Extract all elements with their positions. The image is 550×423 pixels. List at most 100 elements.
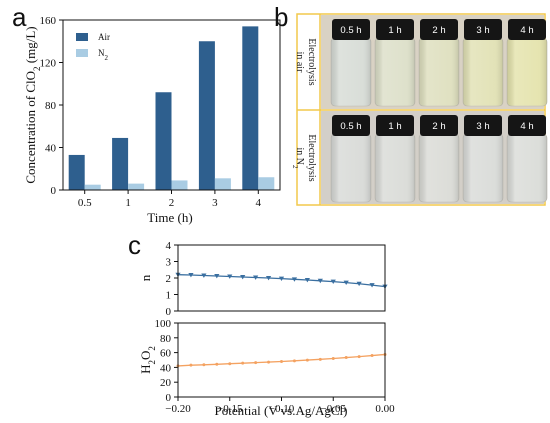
photo-row-label-air: Electrolysisin air — [294, 38, 317, 85]
data-point — [343, 280, 349, 286]
panel-c-bottom-frame — [177, 322, 386, 398]
panel-a-y-tick-label: 40 — [45, 143, 57, 155]
legend-label-n2: N2 — [98, 48, 109, 62]
data-point — [188, 273, 194, 278]
panel-c-bottom-x-ticks: −0.20 −0.15 −0.10 −0.05 0.00 — [165, 397, 395, 415]
y-tick-label: 100 — [155, 318, 172, 330]
panel-c-top-y-ticks: 0 1 2 3 4 — [166, 240, 178, 318]
bottle-cap-label: 3 h — [476, 121, 489, 132]
data-point — [253, 275, 259, 280]
bottle-cap — [464, 115, 502, 136]
bar-air-2 — [155, 92, 172, 190]
data-point — [240, 275, 246, 280]
panel-a-y-tick-label: 120 — [40, 58, 57, 70]
bottle-cap — [376, 115, 414, 136]
panel-a-y-ticks: 0 40 80 120 160 — [40, 15, 63, 197]
data-point — [317, 278, 323, 284]
panel-c-top-series — [175, 272, 388, 289]
panel-a-plot-frame — [62, 19, 281, 191]
legend-label-air: Air — [98, 32, 110, 42]
data-point — [201, 273, 207, 278]
panel-c-bottom-y-ticks: 0 20 40 60 80 100 — [155, 318, 178, 404]
panel-a-x-tick-label: 0.5 — [78, 197, 92, 209]
data-point — [318, 357, 322, 361]
bar-n2-1 — [128, 183, 145, 190]
data-point — [227, 274, 233, 279]
bottle-cap-label: 1 h — [388, 25, 401, 36]
bottle-cap-label: 0.5 h — [340, 25, 361, 36]
panel-a-bar-chart: a 0 40 80 120 160 0.5 1 2 3 4 Time (h) Concentra… — [12, 2, 281, 225]
panel-a-x-ticks: 0.5 1 2 3 4 — [78, 190, 262, 209]
bottle-glass-shade — [419, 38, 459, 106]
bottle-cap-label: 4 h — [520, 25, 533, 36]
panel-label-b: b — [274, 2, 288, 32]
data-point — [214, 274, 220, 279]
x-tick-label: −0.05 — [321, 403, 347, 415]
photo-bottles: 0.5 h 1 h 2 h 3 h 4 h 0.5 h 1 h 2 h 3 h 4 h — [330, 19, 548, 203]
panel-a-x-tick-label: 3 — [212, 197, 218, 209]
y-tick-label: 0 — [166, 306, 172, 318]
panel-a-x-tick-label: 1 — [125, 197, 131, 209]
panel-b-photo: b Electrolysisin air Electrolysisin N2 0… — [274, 2, 548, 206]
y-tick-label: 4 — [166, 240, 172, 252]
bottle-cap — [508, 19, 546, 40]
panel-c-top-frame — [177, 244, 386, 312]
data-point — [280, 359, 283, 363]
panel-a-y-tick-label: 80 — [45, 100, 57, 112]
data-point — [357, 355, 361, 359]
panel-a-y-tick-label: 160 — [40, 15, 57, 27]
bar-air-0.5 — [68, 154, 85, 190]
data-point — [267, 360, 271, 364]
panel-c-x-axis-title: Potential (V vs.Ag/AgCl) — [214, 403, 347, 418]
data-point — [228, 362, 232, 366]
data-point — [292, 359, 296, 363]
x-tick-label: −0.15 — [217, 403, 243, 415]
bottle-glass-shade — [375, 134, 415, 202]
bottle-glass-shade — [331, 38, 371, 106]
y-tick-label: 80 — [160, 333, 172, 345]
bottle-glass-shade — [463, 38, 503, 106]
bottle-cap-label: 3 h — [476, 25, 489, 36]
data-point — [331, 357, 335, 361]
data-point — [278, 276, 285, 282]
y-tick-label: 60 — [160, 348, 172, 360]
bottle-glass-shade — [331, 134, 371, 202]
bottle-cap-label: 2 h — [432, 121, 445, 132]
bottle-cap-label: 2 h — [432, 25, 445, 36]
bottle-cap — [332, 19, 370, 40]
bar-air-3 — [198, 41, 215, 190]
data-point — [370, 354, 374, 358]
bar-n2-0.5 — [84, 184, 101, 190]
x-tick-label: −0.20 — [165, 403, 191, 415]
data-point — [330, 279, 336, 285]
y-tick-label: 1 — [166, 290, 172, 302]
panel-a-legend: Air N2 — [76, 32, 110, 62]
legend-swatch-n2 — [76, 49, 88, 57]
data-point — [189, 363, 193, 367]
data-point — [344, 356, 348, 360]
data-point — [305, 358, 309, 362]
y-tick-label: 20 — [160, 377, 172, 389]
x-tick-label: 0.00 — [375, 403, 395, 415]
bar-n2-4 — [258, 177, 275, 190]
bar-n2-2 — [171, 180, 188, 190]
data-point — [265, 276, 272, 281]
data-point — [202, 363, 206, 367]
data-point — [304, 277, 310, 283]
panel-label-c: c — [128, 230, 141, 260]
panel-c-top-y-axis-title: n — [138, 274, 153, 281]
data-point — [241, 361, 245, 365]
bottle-glass-shade — [419, 134, 459, 202]
bottle-glass-shade — [463, 134, 503, 202]
bar-air-4 — [242, 26, 259, 190]
bottle-cap — [464, 19, 502, 40]
panel-a-y-tick-label: 0 — [51, 185, 57, 197]
bottle-glass-shade — [507, 134, 547, 202]
photo-row-label-n2: Electrolysisin N2 — [291, 134, 317, 181]
bottle-cap — [332, 115, 370, 136]
bar-air-1 — [112, 137, 129, 190]
panel-a-x-tick-label: 4 — [256, 197, 262, 209]
panel-a-x-tick-label: 2 — [169, 197, 175, 209]
